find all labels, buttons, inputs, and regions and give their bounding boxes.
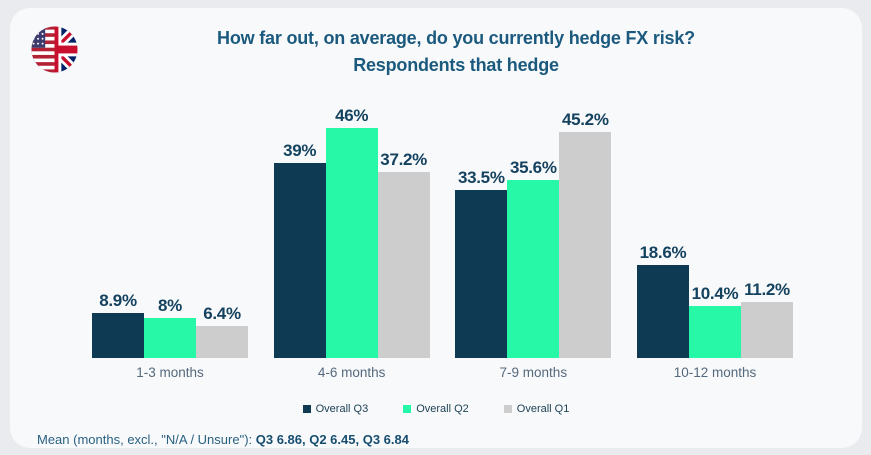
mean-note-text: Mean (months, excl., "N/A / Unsure"): xyxy=(37,432,256,447)
bar-column: 8% xyxy=(144,296,196,358)
bars-row: 8.9% 8% 6.4% xyxy=(92,291,248,358)
bar-value-label: 35.6% xyxy=(509,158,557,177)
bars-row: 33.5% 35.6% 45.2% xyxy=(455,110,612,358)
bar-value-label: 18.6% xyxy=(639,243,687,262)
bar-column: 46% xyxy=(325,106,378,358)
bar-value-label: 8% xyxy=(158,296,182,315)
bar-column: 35.6% xyxy=(507,158,560,358)
bar-column: 11.2% xyxy=(740,280,793,358)
bar-value-label: 11.2% xyxy=(744,280,790,299)
bar-overall-q2 xyxy=(144,318,196,358)
bar-value-label: 46% xyxy=(335,106,369,125)
bar-value-label: 45.2% xyxy=(561,110,609,129)
bar-group-7-9-months: 33.5% 35.6% 45.2% 7-9 months xyxy=(455,110,612,381)
category-label: 4-6 months xyxy=(317,365,386,380)
bar-value-label: 6.4% xyxy=(203,304,241,323)
bar-overall-q1 xyxy=(377,172,430,358)
bar-overall-q3 xyxy=(455,190,508,358)
bar-group-1-3-months: 8.9% 8% 6.4% 1-3 months xyxy=(92,291,248,381)
legend-item-overall-q1: Overall Q1 xyxy=(503,403,570,415)
bar-value-label: 33.5% xyxy=(457,168,505,187)
legend-item-overall-q3: Overall Q3 xyxy=(302,403,369,415)
chart-legend: Overall Q3 Overall Q2 Overall Q1 xyxy=(10,403,862,415)
legend-item-overall-q2: Overall Q2 xyxy=(403,403,469,415)
bar-overall-q3 xyxy=(273,163,326,358)
bars-row: 18.6% 10.4% 11.2% xyxy=(636,243,793,358)
bar-overall-q2 xyxy=(688,306,741,358)
bar-overall-q2 xyxy=(507,180,560,358)
bar-value-label: 39% xyxy=(283,141,317,160)
legend-swatch-icon xyxy=(503,405,512,413)
bar-group-4-6-months: 39% 46% 37.2% 4-6 months xyxy=(273,106,430,381)
bar-column: 10.4% xyxy=(688,284,741,358)
mean-note-values: Q3 6.86, Q2 6.45, Q3 6.84 xyxy=(255,432,409,447)
bar-value-label: 37.2% xyxy=(380,150,427,169)
bar-column: 45.2% xyxy=(559,110,612,358)
bar-group-10-12-months: 18.6% 10.4% 11.2% 10-12 months xyxy=(636,243,793,381)
chart-card: How far out, on average, do you currentl… xyxy=(10,8,862,448)
bars-row: 39% 46% 37.2% xyxy=(273,106,430,358)
legend-label: Overall Q3 xyxy=(315,403,369,415)
bar-column: 37.2% xyxy=(377,150,430,358)
legend-label: Overall Q2 xyxy=(416,403,469,415)
us-uk-flag-svg xyxy=(31,26,78,73)
category-label: 10-12 months xyxy=(673,365,757,380)
bar-column: 39% xyxy=(273,141,326,358)
legend-label: Overall Q1 xyxy=(516,403,570,415)
bar-overall-q1 xyxy=(740,302,793,358)
chart-title-line-1: How far out, on average, do you currentl… xyxy=(217,28,695,48)
bar-overall-q2 xyxy=(325,128,378,358)
bar-chart: 8.9% 8% 6.4% 1-3 months 39% 46% 37.2% 4-6 month… xyxy=(92,97,793,381)
chart-title-line-2: Respondents that hedge xyxy=(353,55,559,75)
bar-overall-q1 xyxy=(559,132,612,358)
legend-swatch-icon xyxy=(403,405,412,413)
mean-note: Mean (months, excl., "N/A / Unsure"): Q3… xyxy=(37,432,409,448)
category-label: 1-3 months xyxy=(136,365,204,380)
category-label: 7-9 months xyxy=(499,365,568,380)
bar-overall-q3 xyxy=(92,313,144,358)
bar-overall-q1 xyxy=(196,326,248,358)
us-uk-flag-icon xyxy=(31,26,78,73)
chart-title: How far out, on average, do you currentl… xyxy=(100,25,812,79)
bar-column: 18.6% xyxy=(636,243,689,358)
bar-value-label: 10.4% xyxy=(691,284,739,303)
bar-overall-q3 xyxy=(636,265,689,358)
bar-column: 6.4% xyxy=(196,304,248,358)
bar-column: 8.9% xyxy=(92,291,144,358)
bar-value-label: 8.9% xyxy=(99,291,137,310)
legend-swatch-icon xyxy=(302,405,311,413)
bar-column: 33.5% xyxy=(455,168,508,358)
